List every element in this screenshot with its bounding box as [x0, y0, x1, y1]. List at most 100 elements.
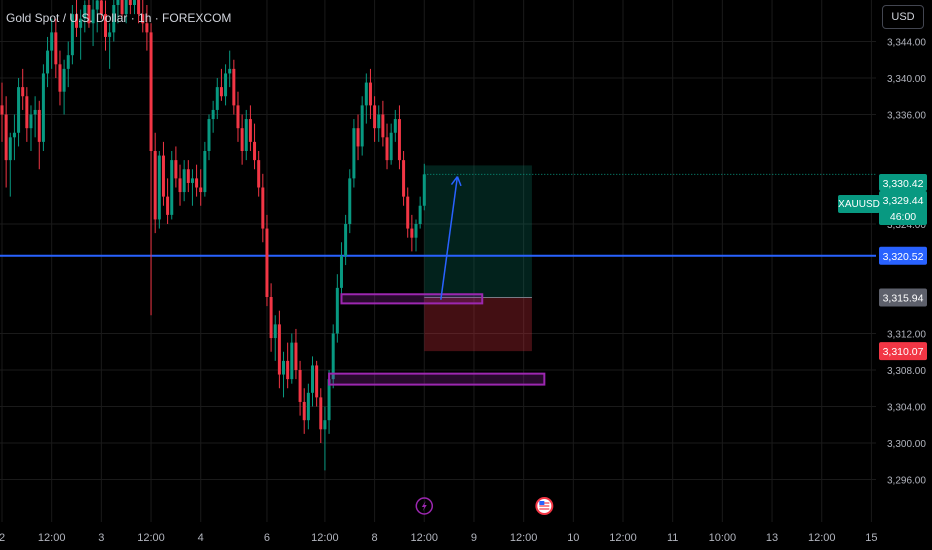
x-tick-label: 3: [98, 532, 104, 544]
price-label-bg: [879, 342, 927, 361]
candle-body: [17, 87, 21, 133]
candle-body: [352, 128, 356, 179]
x-tick-label: 12:00: [311, 532, 339, 544]
chart-title: Gold Spot / U.S. Dollar · 1h · FOREXCOM: [6, 11, 232, 25]
candle-body: [215, 87, 219, 110]
candle-body: [145, 23, 149, 33]
y-tick-label: 3,312.00: [887, 330, 926, 341]
profit-zone: [424, 165, 532, 298]
candle-body: [190, 178, 194, 183]
candle-body: [37, 109, 41, 142]
candle-body: [116, 0, 120, 5]
candle-body: [339, 255, 343, 288]
arrow-head: [456, 176, 462, 187]
candle-body: [232, 68, 236, 106]
candle-body: [282, 360, 286, 375]
candle-body: [157, 155, 161, 220]
candle-body: [75, 14, 79, 28]
loss-zone: [424, 297, 532, 352]
candle-body: [319, 397, 323, 430]
y-tick-label: 3,304.00: [887, 403, 926, 414]
candle-body: [323, 420, 327, 430]
candle-body: [410, 228, 414, 238]
candle-body: [137, 0, 141, 15]
candle-body: [21, 87, 25, 97]
candle-body: [397, 119, 401, 161]
candle-body: [290, 342, 294, 380]
candle-body: [269, 297, 273, 339]
candle-body: [211, 109, 215, 120]
candle-body: [244, 119, 248, 151]
price-label-bg: [879, 288, 927, 307]
candle-body: [178, 178, 182, 193]
candle-body: [33, 109, 37, 115]
candle-body: [294, 342, 298, 370]
lightning-icon: [415, 497, 434, 515]
projection-arrow[interactable]: [440, 176, 462, 300]
price-labels: 3,330.42 3,329.44 46:00 3,320.52 3,315.94 3,3…: [879, 174, 927, 361]
x-tick-label: 12:00: [510, 532, 538, 544]
candle-body: [298, 370, 302, 402]
candle-body: [79, 18, 83, 28]
candle-body: [240, 128, 244, 151]
candle-body: [186, 169, 190, 183]
price-label-text: 3,330.42: [883, 178, 924, 190]
currency-button[interactable]: USD: [882, 5, 924, 29]
candle-body: [315, 365, 319, 398]
candle-body: [368, 82, 372, 106]
candle-body: [344, 224, 348, 256]
candle-body: [277, 324, 281, 375]
zones[interactable]: [328, 293, 546, 386]
candle-body: [58, 64, 62, 92]
x-tick-label: 12:00: [137, 532, 165, 544]
candle-body: [373, 105, 377, 129]
price-axis[interactable]: 3,344.00 3,340.00 3,336.00 3,324.00 3,312.00…: [887, 38, 926, 487]
y-tick-label: 3,296.00: [887, 476, 926, 487]
candle-body: [70, 14, 74, 56]
candle-body: [199, 187, 203, 193]
candle-body: [128, 0, 132, 5]
candle-body: [91, 9, 95, 24]
candle-body: [203, 151, 207, 193]
candle-body: [83, 5, 87, 19]
candle-body: [50, 32, 54, 51]
candle-body: [4, 114, 8, 161]
x-tick-label: 15: [865, 532, 877, 544]
candle-body: [132, 0, 136, 5]
candle-body: [153, 151, 157, 220]
candle-body: [327, 379, 331, 421]
candle-body: [12, 132, 16, 138]
candle-body: [104, 14, 107, 37]
zone-rectangle: [328, 372, 546, 386]
candle-body: [95, 0, 99, 10]
time-axis[interactable]: 2 12:00 3 12:00 4 6 12:00 8 12:00 9 12:00 10 12:00 11…: [0, 532, 878, 544]
candle-body: [248, 119, 252, 142]
candle-body: [207, 119, 211, 151]
candle-body: [124, 0, 128, 15]
y-tick-label: 3,300.00: [887, 439, 926, 450]
candle-body: [414, 224, 418, 238]
candle-body: [8, 137, 12, 161]
candle-body: [182, 169, 186, 193]
candle-body: [257, 160, 261, 188]
price-label-text: 3,320.52: [883, 251, 924, 263]
candle-body: [228, 68, 232, 74]
event-markers[interactable]: [415, 497, 554, 515]
candle-body: [364, 82, 368, 106]
candle-body: [377, 114, 381, 129]
price-label-text: 3,315.94: [883, 293, 924, 305]
flag-canton: [539, 501, 545, 505]
candle-body: [166, 196, 170, 215]
x-tick-label: 8: [372, 532, 378, 544]
candle-body: [99, 0, 103, 15]
candle-body: [29, 114, 33, 129]
x-tick-label: 12:00: [609, 532, 637, 544]
long-position-tool[interactable]: [424, 165, 532, 352]
candle-body: [265, 228, 269, 297]
x-tick-label: 4: [198, 532, 204, 544]
countdown-text: 46:00: [890, 211, 916, 223]
x-tick-label: 2: [0, 532, 5, 544]
candle-body: [149, 32, 153, 151]
candle-body: [112, 5, 116, 33]
